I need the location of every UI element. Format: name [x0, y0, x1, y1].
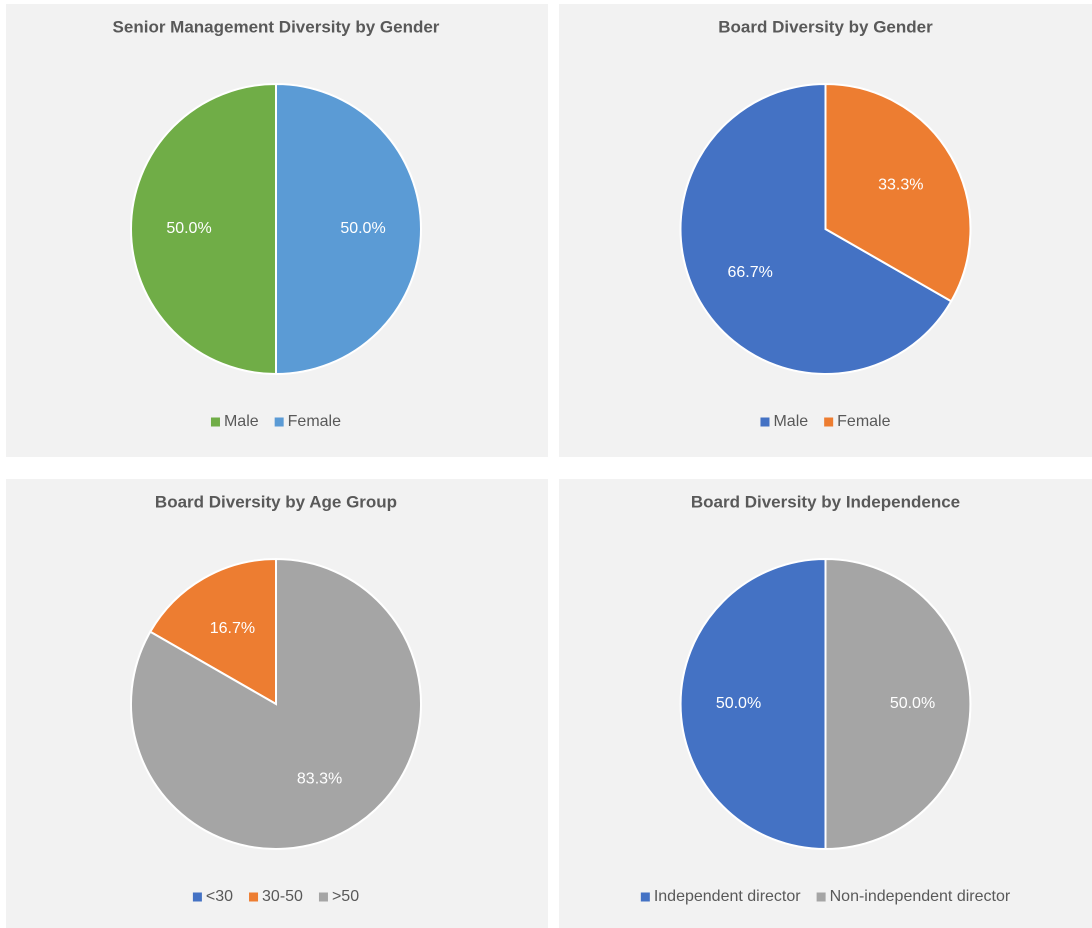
legend-label: Male [773, 413, 808, 430]
legend-label: Non-independent director [830, 888, 1011, 905]
slice-label: 66.7% [728, 264, 773, 281]
chart-title: Board Diversity by Age Group [155, 492, 397, 511]
slice-label: 16.7% [210, 620, 255, 637]
slice-label: 50.0% [340, 220, 385, 237]
legend-label: >50 [332, 888, 359, 905]
chart-panel: Board Diversity by Gender 66.7% 33.3% Male F… [559, 4, 1092, 457]
slice-label: 33.3% [878, 177, 923, 194]
legend-label: 30-50 [262, 888, 303, 905]
slice-label: 83.3% [297, 771, 342, 788]
legend-label: <30 [206, 888, 233, 905]
slice-label: 50.0% [166, 220, 211, 237]
pie-slice [679, 82, 953, 375]
pie-slice [130, 82, 277, 376]
chart-title: Senior Management Diversity by Gender [113, 17, 440, 36]
chart-panel: Board Diversity by Independence 50.0% 50.0… [559, 479, 1092, 928]
pie-slice [824, 82, 972, 303]
pie-slice [130, 557, 422, 850]
legend-swatch [210, 417, 220, 427]
pie-slice [824, 557, 972, 851]
legend-label: Female [837, 413, 890, 430]
chart-panel: Board Diversity by Age Group 16.7% 83.3% <3… [6, 479, 548, 928]
chart-panel: Senior Management Diversity by Gender 50.… [6, 4, 548, 457]
chart-title: Board Diversity by Independence [691, 492, 960, 511]
pie-slice [679, 557, 827, 851]
slice-label: 50.0% [716, 695, 761, 712]
legend-swatch [318, 892, 328, 902]
legend-label: Male [224, 413, 259, 430]
pie-slice [148, 557, 277, 706]
slice-label: 50.0% [890, 695, 935, 712]
legend-swatch [816, 892, 826, 902]
legend-label: Independent director [654, 888, 801, 905]
legend-label: Female [288, 413, 341, 430]
legend-swatch [760, 417, 770, 427]
legend-swatch [640, 892, 650, 902]
chart-title: Board Diversity by Gender [718, 17, 933, 36]
legend-swatch [249, 892, 259, 902]
legend-swatch [274, 417, 284, 427]
legend-swatch [824, 417, 834, 427]
pie-slice [275, 82, 422, 376]
legend-swatch [192, 892, 202, 902]
